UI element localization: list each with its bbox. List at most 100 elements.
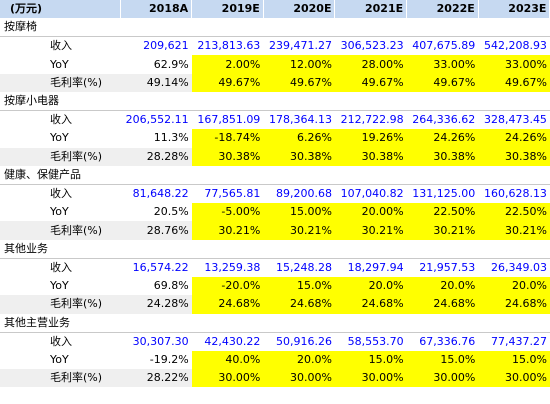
value-cell: -5.00% — [191, 202, 264, 222]
value-cell: 18,297.94 — [334, 257, 407, 277]
value-cell: 49.67% — [191, 73, 264, 93]
yoy-row: YoY 11.3% -18.74% 6.26% 19.26% 24.26% 24.26% — [0, 129, 550, 148]
year-header: 2019E — [191, 0, 264, 19]
value-cell: 20.5% — [153, 205, 189, 219]
revenue-row: 收入 16,574.22 13,259.38 15,248.28 18,297.94 21… — [0, 257, 550, 277]
value-cell: 30.00% — [263, 368, 335, 388]
segment-name: 健康、保健产品 — [4, 167, 81, 181]
yoy-row: YoY 62.9% 2.00% 12.00% 28.00% 33.00% 33.00% — [0, 55, 550, 74]
value-cell: 264,336.62 — [406, 110, 479, 130]
row-label: 收入 — [0, 36, 120, 56]
value-cell: 30.21% — [263, 221, 335, 240]
gross-margin-row: 毛利率(%) 28.76% 30.21% 30.21% 30.21% 30.21% 30.2… — [0, 221, 550, 240]
segment-header-row: 健康、保健产品 — [0, 166, 550, 185]
value-cell: 26,349.03 — [478, 257, 550, 277]
value-cell: 206,552.11 — [120, 110, 192, 130]
value-cell: 30.21% — [191, 221, 264, 240]
empty-cell — [120, 92, 192, 111]
value-cell: 20.0% — [334, 276, 407, 296]
value-cell: -18.74% — [191, 129, 264, 148]
unit-header: (万元) — [0, 0, 121, 19]
revenue-row: 收入 30,307.30 42,430.22 50,916.26 58,553.70 67… — [0, 331, 550, 351]
value-cell: 6.26% — [263, 129, 335, 148]
row-label: 毛利率(%) — [0, 147, 120, 166]
value-cell: 12.00% — [263, 55, 335, 74]
empty-cell — [263, 240, 335, 259]
value-cell: 24.68% — [334, 295, 407, 314]
value-cell: 30.38% — [263, 147, 335, 166]
row-label: 毛利率(%) — [0, 295, 120, 314]
yoy-row: YoY 20.5% -5.00% 15.00% 20.00% 22.50% 22.50% — [0, 202, 550, 222]
empty-cell — [335, 314, 407, 333]
empty-cell — [192, 240, 264, 259]
value-cell: 30.38% — [334, 147, 407, 166]
value-cell: 30.00% — [334, 368, 407, 388]
value-cell: 213,813.63 — [191, 36, 264, 56]
segment-header-row: 按摩椅 — [0, 18, 550, 37]
value-cell: 178,364.13 — [263, 110, 335, 130]
segment-header-row: 按摩小电器 — [0, 92, 550, 111]
value-cell: 49.67% — [263, 73, 335, 93]
value-cell: 30.21% — [478, 221, 550, 240]
row-label: YoY — [50, 278, 69, 292]
empty-cell — [120, 314, 192, 333]
empty-cell — [407, 314, 479, 333]
segment-name: 按摩小电器 — [4, 94, 59, 108]
value-cell: 30.21% — [406, 221, 479, 240]
value-cell: 24.26% — [478, 129, 550, 148]
value-cell: 33.00% — [406, 55, 479, 74]
value-cell: 62.9% — [153, 57, 189, 71]
value-cell: 20.0% — [263, 350, 335, 369]
gross-margin-row: 毛利率(%) 28.22% 30.00% 30.00% 30.00% 30.00% 30.0… — [0, 368, 550, 388]
value-cell: 24.68% — [263, 295, 335, 314]
value-cell: 28.22% — [120, 368, 192, 388]
value-cell: 11.3% — [153, 131, 189, 145]
value-cell: 15,248.28 — [263, 257, 335, 277]
value-cell: 42,430.22 — [191, 331, 264, 351]
value-cell: 49.67% — [334, 73, 407, 93]
value-cell: 30.38% — [478, 147, 550, 166]
value-cell: 24.28% — [120, 295, 192, 314]
row-label: 毛利率(%) — [0, 73, 120, 93]
value-cell: -19.2% — [149, 352, 189, 366]
empty-cell — [192, 92, 264, 111]
year-header: 2018A — [120, 0, 193, 19]
value-cell: 13,259.38 — [191, 257, 264, 277]
empty-cell — [192, 166, 264, 185]
value-cell: 212,722.98 — [334, 110, 407, 130]
empty-cell — [407, 166, 479, 185]
row-label: 收入 — [0, 183, 120, 203]
row-label: YoY — [50, 205, 69, 219]
value-cell: 20.00% — [334, 202, 407, 222]
value-cell: 40.0% — [191, 350, 264, 369]
row-label: YoY — [50, 57, 69, 71]
financial-forecast-table: (万元) 2018A 2019E 2020E 2021E 2022E 2023E… — [0, 0, 550, 388]
segment-name: 其他业务 — [4, 241, 48, 255]
value-cell: 15.00% — [263, 202, 335, 222]
value-cell: 160,628.13 — [478, 183, 550, 203]
value-cell: 328,473.45 — [478, 110, 550, 130]
value-cell: 28.76% — [120, 221, 192, 240]
value-cell: 50,916.26 — [263, 331, 335, 351]
segment-name: 按摩椅 — [4, 20, 37, 34]
year-header: 2022E — [406, 0, 479, 19]
value-cell: 131,125.00 — [406, 183, 479, 203]
value-cell: 33.00% — [478, 55, 550, 74]
gross-margin-row: 毛利率(%) 24.28% 24.68% 24.68% 24.68% 24.68% 24.6… — [0, 295, 550, 314]
row-label: 毛利率(%) — [0, 221, 120, 240]
value-cell: 67,336.76 — [406, 331, 479, 351]
empty-cell — [120, 240, 192, 259]
empty-cell — [407, 18, 479, 37]
value-cell: 49.67% — [478, 73, 550, 93]
value-cell: 22.50% — [406, 202, 479, 222]
value-cell: 77,437.27 — [478, 331, 550, 351]
empty-cell — [478, 166, 550, 185]
value-cell: 15.0% — [478, 350, 550, 369]
empty-cell — [478, 18, 550, 37]
empty-cell — [335, 18, 407, 37]
empty-cell — [407, 240, 479, 259]
value-cell: 167,851.09 — [191, 110, 264, 130]
value-cell: 16,574.22 — [120, 257, 192, 277]
empty-cell — [335, 240, 407, 259]
value-cell: 28.00% — [334, 55, 407, 74]
